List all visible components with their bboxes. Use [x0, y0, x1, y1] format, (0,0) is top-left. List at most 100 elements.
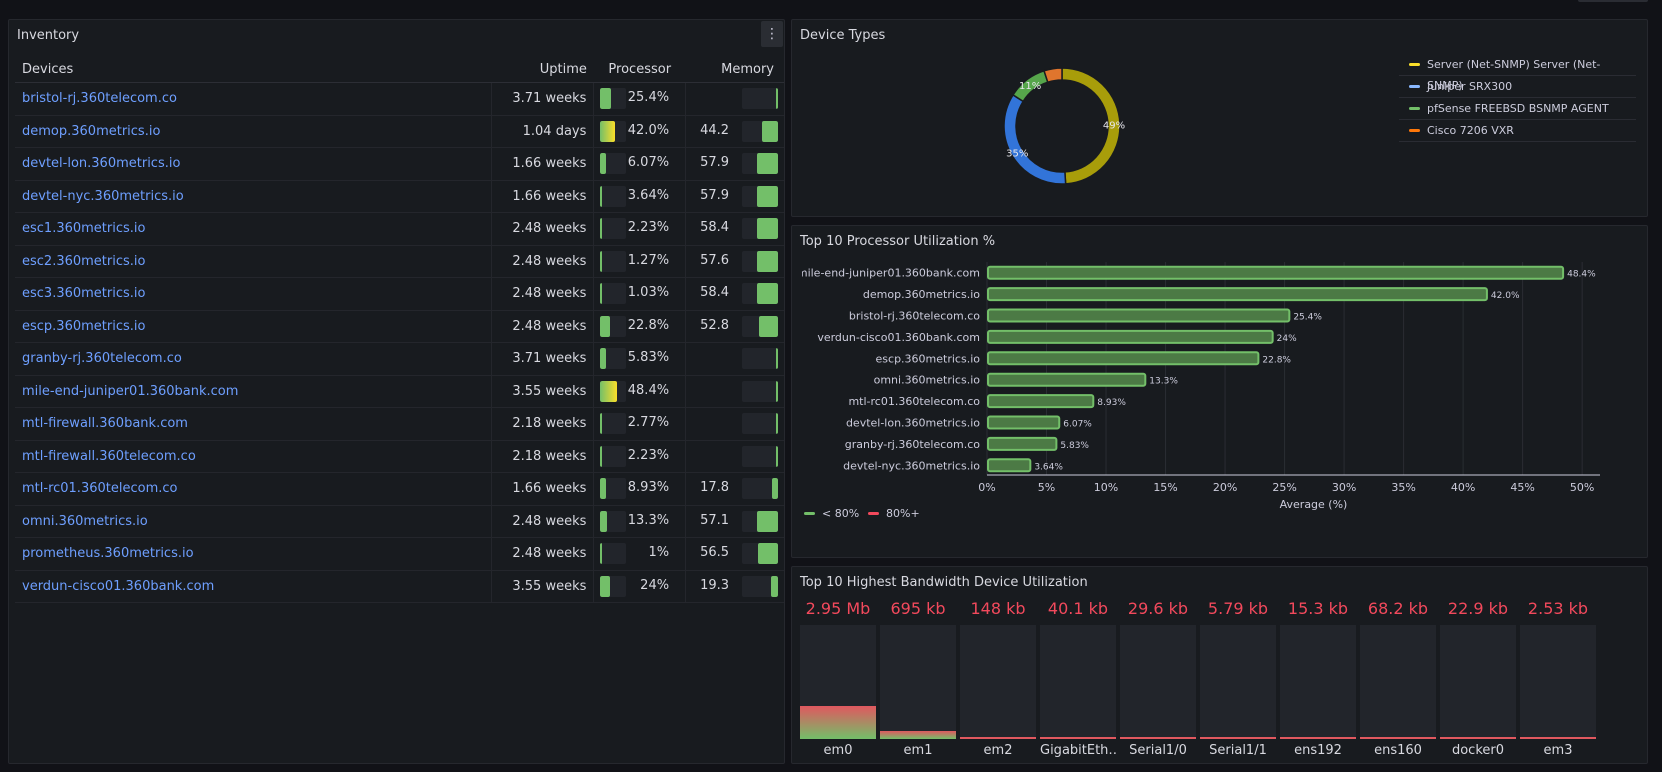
bandwidth-value: 15.3 kb — [1287, 599, 1349, 618]
processor-bar[interactable] — [987, 394, 1095, 409]
uptime-cell: 3.71 weeks — [490, 342, 594, 376]
device-link[interactable]: verdun-cisco01.360bank.com — [15, 570, 492, 603]
processor-cell: 1.27% — [593, 245, 686, 278]
device-link[interactable]: esc1.360metrics.io — [15, 212, 492, 246]
processor-value: 1.03% — [627, 285, 670, 301]
bandwidth-gauge[interactable]: 5.79 kb Serial1/1 — [1200, 597, 1276, 758]
device-link[interactable]: demop.360metrics.io — [15, 115, 492, 148]
table-row[interactable]: mtl-firewall.360telecom.co 2.18 weeks 2.23… — [15, 440, 784, 473]
table-row[interactable]: esc2.360metrics.io 2.48 weeks 1.27% 57.6 — [15, 245, 784, 278]
legend-label: Juniper SRX300 — [1427, 80, 1513, 93]
panel-menu-icon[interactable]: ⋮ — [761, 21, 783, 47]
processor-cell: 6.07% — [593, 147, 686, 181]
processor-gauge-fill — [600, 348, 607, 370]
processor-bar[interactable] — [987, 372, 1147, 387]
processor-bar[interactable] — [987, 308, 1291, 323]
processor-cell: 24% — [593, 570, 686, 603]
table-row[interactable]: prometheus.360metrics.io 2.48 weeks 1% 56.5 — [15, 537, 784, 571]
processor-gauge — [600, 88, 627, 110]
device-link[interactable]: devtel-nyc.360metrics.io — [15, 180, 492, 213]
memory-cell: 57.9 — [685, 180, 784, 213]
bandwidth-gauge[interactable]: 68.2 kb ens160 — [1360, 597, 1436, 758]
memory-gauge — [742, 575, 778, 597]
bandwidth-gauge[interactable]: 2.53 kb em3 — [1520, 597, 1596, 758]
top-bar-handle — [1578, 0, 1648, 2]
column-header-devices[interactable]: Devices — [15, 56, 492, 83]
processor-gauge-fill — [600, 283, 603, 305]
device-link[interactable]: devtel-lon.360metrics.io — [15, 147, 492, 181]
table-row[interactable]: omni.360metrics.io 2.48 weeks 13.3% 57.1 — [15, 505, 784, 538]
x-tick-label: 30% — [1332, 481, 1356, 494]
legend-item[interactable]: Cisco 7206 VXR — [1399, 120, 1636, 142]
bandwidth-value: 22.9 kb — [1447, 599, 1509, 618]
bandwidth-gauge[interactable]: 29.6 kb Serial1/0 — [1120, 597, 1196, 758]
device-link[interactable]: mtl-rc01.360telecom.co — [15, 472, 492, 506]
legend-item[interactable]: Server (Net-SNMP) Server (Net-SNMP) — [1399, 54, 1636, 92]
memory-cell: 56.5 — [685, 537, 784, 571]
device-link[interactable]: esc3.360metrics.io — [15, 277, 492, 311]
processor-value: 48.4% — [627, 382, 670, 398]
y-category-label: demop.360metrics.io — [863, 288, 980, 301]
device-link[interactable]: mile-end-juniper01.360bank.com — [15, 375, 492, 408]
device-link[interactable]: mtl-firewall.360telecom.co — [15, 440, 492, 473]
legend-item[interactable]: Juniper SRX300 — [1399, 76, 1636, 98]
column-header-uptime[interactable]: Uptime — [491, 56, 594, 83]
processor-gauge-fill — [600, 380, 618, 402]
bandwidth-gauge[interactable]: 148 kb em2 — [960, 597, 1036, 758]
bandwidth-gauge[interactable]: 15.3 kb ens192 — [1280, 597, 1356, 758]
bandwidth-gauge[interactable]: 22.9 kb docker0 — [1440, 597, 1516, 758]
processor-gauge — [600, 413, 627, 435]
processor-bar[interactable] — [987, 265, 1565, 280]
processor-bar[interactable] — [987, 351, 1260, 366]
top-bar — [0, 0, 1662, 18]
legend-label[interactable]: 80%+ — [886, 507, 920, 520]
table-row[interactable]: escp.360metrics.io 2.48 weeks 22.8% 52.8 — [15, 310, 784, 343]
processor-bar[interactable] — [987, 458, 1032, 473]
device-types-donut-chart: 49% 35% 11% — [1003, 67, 1125, 185]
table-row[interactable]: granby-rj.360telecom.co 3.71 weeks 5.83% — [15, 342, 784, 376]
table-row[interactable]: devtel-lon.360metrics.io 1.66 weeks 6.07% 5… — [15, 147, 784, 181]
memory-gauge — [742, 315, 778, 337]
table-row[interactable]: verdun-cisco01.360bank.com 3.55 weeks 24% 1… — [15, 570, 784, 603]
column-header-processor[interactable]: Processor — [593, 56, 686, 83]
bar-value-label: 25.4% — [1293, 313, 1322, 323]
x-tick-label: 20% — [1213, 481, 1237, 494]
column-header-memory[interactable]: Memory — [685, 56, 784, 83]
device-link[interactable]: mtl-firewall.360bank.com — [15, 407, 492, 441]
processor-bar[interactable] — [987, 287, 1488, 302]
bandwidth-gauge[interactable]: 695 kb em1 — [880, 597, 956, 758]
donut-slice[interactable] — [1003, 93, 1067, 185]
bandwidth-bar-track — [960, 625, 1036, 739]
device-link[interactable]: bristol-rj.360telecom.co — [15, 82, 492, 116]
table-row[interactable]: demop.360metrics.io 1.04 days 42.0% 44.2 — [15, 115, 784, 148]
bandwidth-bar-track — [1120, 625, 1196, 739]
table-row[interactable]: esc3.360metrics.io 2.48 weeks 1.03% 58.4 — [15, 277, 784, 311]
table-row[interactable]: esc1.360metrics.io 2.48 weeks 2.23% 58.4 — [15, 212, 784, 246]
device-link[interactable]: granby-rj.360telecom.co — [15, 342, 492, 376]
table-row[interactable]: devtel-nyc.360metrics.io 1.66 weeks 3.64% 5… — [15, 180, 784, 213]
memory-value: 56.5 — [700, 545, 730, 561]
table-row[interactable]: mile-end-juniper01.360bank.com 3.55 weeks… — [15, 375, 784, 408]
device-link[interactable]: esc2.360metrics.io — [15, 245, 492, 278]
processor-bar[interactable] — [987, 436, 1058, 451]
legend-swatch — [1409, 63, 1420, 66]
processor-value: 13.3% — [627, 512, 670, 528]
x-tick-label: 45% — [1510, 481, 1534, 494]
bandwidth-gauge[interactable]: 40.1 kb GigabitEth… — [1040, 597, 1116, 758]
legend-swatch — [1409, 107, 1420, 110]
processor-bar[interactable] — [987, 415, 1061, 430]
processor-cell: 25.4% — [593, 82, 686, 116]
bandwidth-gauge[interactable]: 2.95 Mb em0 — [800, 597, 876, 758]
legend-label[interactable]: < 80% — [822, 507, 859, 520]
table-row[interactable]: mtl-rc01.360telecom.co 1.66 weeks 8.93% 17.… — [15, 472, 784, 506]
table-row[interactable]: mtl-firewall.360bank.com 2.18 weeks 2.77% — [15, 407, 784, 441]
device-link[interactable]: escp.360metrics.io — [15, 310, 492, 343]
device-link[interactable]: omni.360metrics.io — [15, 505, 492, 538]
processor-bar[interactable] — [987, 329, 1274, 344]
x-tick-label: 0% — [978, 481, 995, 494]
legend-item[interactable]: pfSense FREEBSD BSNMP AGENT — [1399, 98, 1636, 120]
donut-slice[interactable] — [1043, 67, 1063, 84]
device-link[interactable]: prometheus.360metrics.io — [15, 537, 492, 571]
table-row[interactable]: bristol-rj.360telecom.co 3.71 weeks 25.4% — [15, 82, 784, 116]
processor-gauge-fill — [600, 88, 612, 110]
